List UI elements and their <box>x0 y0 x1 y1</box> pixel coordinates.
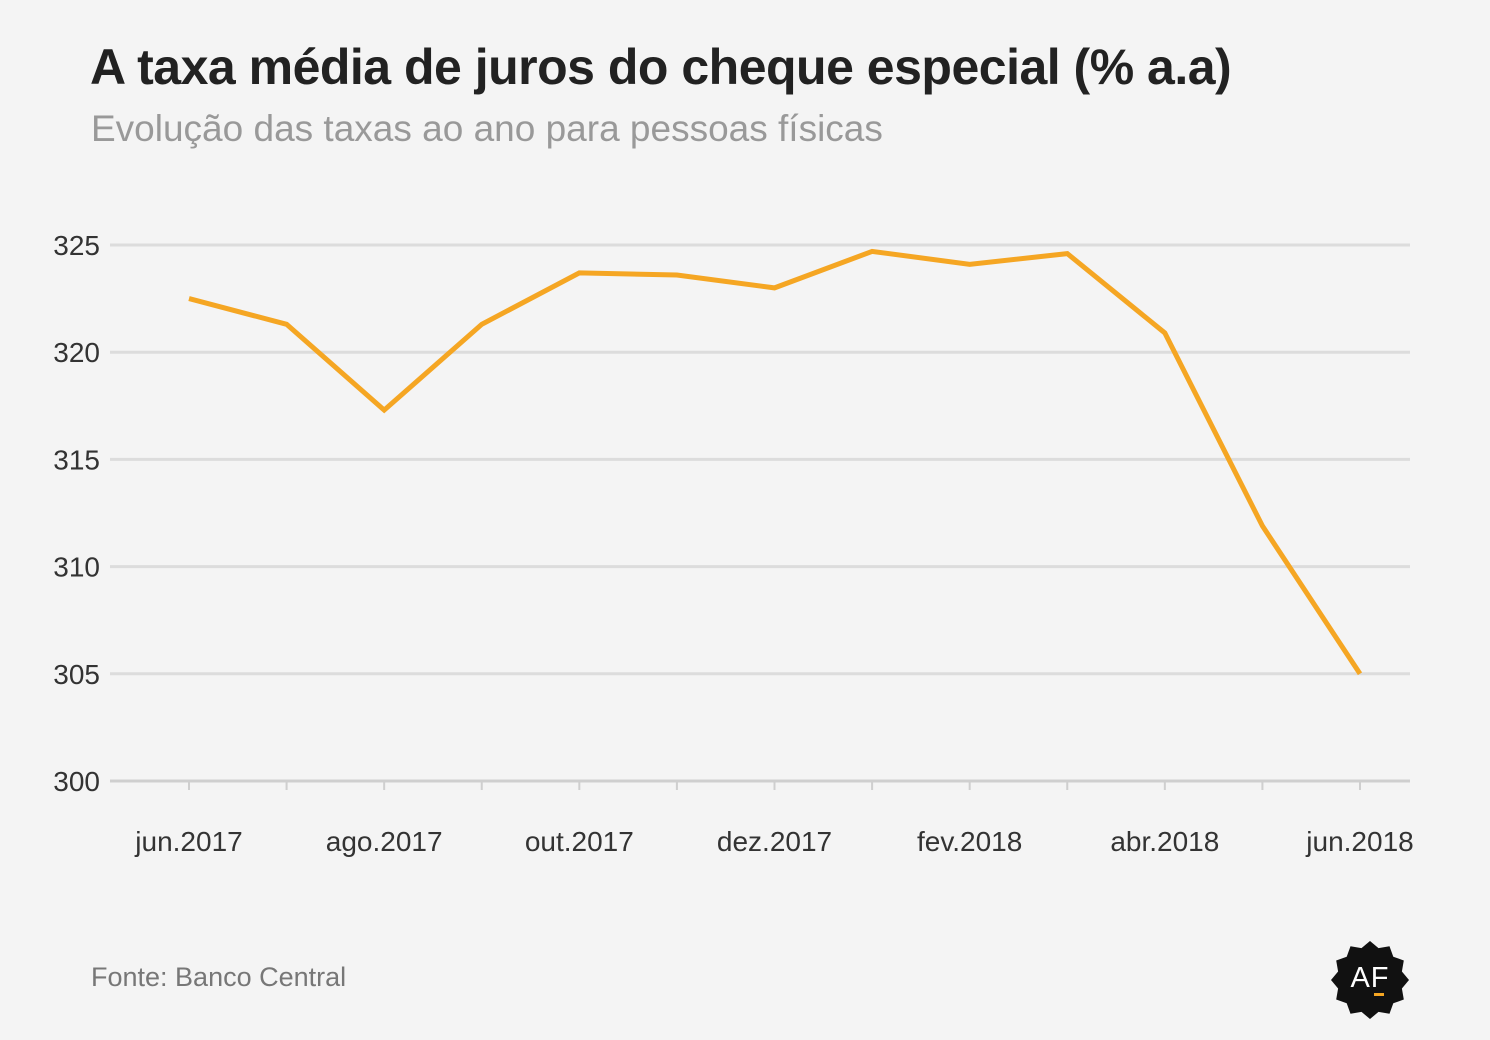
af-logo-badge <box>1331 941 1409 1019</box>
y-tick-label: 320 <box>53 337 100 368</box>
y-tick-label: 300 <box>53 766 100 797</box>
line-chart: 300 305 310 315 320 325 jun.2017 ago.2017 out.2… <box>53 230 1414 857</box>
x-tick-label: jun.2017 <box>134 826 242 857</box>
y-tick-label: 325 <box>53 230 100 261</box>
series-layer <box>188 248 1363 676</box>
source-note: Fonte: Banco Central <box>91 962 347 992</box>
series-line <box>188 248 1363 676</box>
y-axis: 300 305 310 315 320 325 <box>53 230 100 797</box>
x-tick-label: fev.2018 <box>917 826 1022 857</box>
x-tick-label: dez.2017 <box>717 826 832 857</box>
chart-subtitle: Evolução das taxas ao ano para pessoas f… <box>91 108 883 149</box>
x-tick-label: abr.2018 <box>1110 826 1219 857</box>
y-tick-label: 315 <box>53 444 100 475</box>
logo-accent-mark <box>1374 993 1384 996</box>
grid-layer <box>110 243 1410 783</box>
chart-title: A taxa média de juros do cheque especial… <box>90 39 1232 95</box>
logo-badge-shape <box>1331 941 1409 1019</box>
y-tick-label: 305 <box>53 659 100 690</box>
x-tick-label: jun.2018 <box>1305 826 1413 857</box>
x-tick-label: ago.2017 <box>326 826 443 857</box>
y-tick-label: 310 <box>53 552 100 583</box>
x-tick-label: out.2017 <box>525 826 634 857</box>
x-axis: jun.2017 ago.2017 out.2017 dez.2017 fev.2018… <box>134 781 1414 857</box>
logo-text: AF <box>1350 962 1390 994</box>
af-logo: AF <box>1330 940 1410 1020</box>
